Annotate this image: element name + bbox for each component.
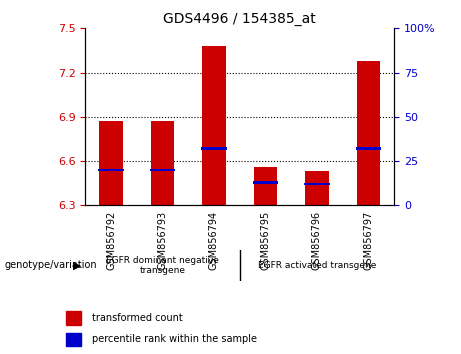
Bar	[100, 120, 123, 205]
Bar	[66, 312, 81, 325]
Text: GSM856796: GSM856796	[312, 211, 322, 270]
Text: EGFR activated transgene: EGFR activated transgene	[258, 261, 376, 270]
Title: GDS4496 / 154385_at: GDS4496 / 154385_at	[163, 12, 316, 26]
Bar	[150, 169, 175, 171]
Bar	[304, 183, 330, 185]
Text: percentile rank within the sample: percentile rank within the sample	[92, 335, 257, 344]
Bar	[202, 46, 225, 205]
Bar	[253, 181, 278, 184]
Text: GSM856792: GSM856792	[106, 211, 116, 270]
Text: GSM856795: GSM856795	[260, 211, 271, 270]
Bar	[305, 171, 329, 205]
Bar	[356, 147, 381, 150]
Bar	[357, 61, 380, 205]
Text: transformed count: transformed count	[92, 313, 183, 323]
Text: GSM856797: GSM856797	[363, 211, 373, 270]
Text: ▶: ▶	[73, 261, 82, 270]
Text: genotype/variation: genotype/variation	[5, 261, 97, 270]
Text: GSM856794: GSM856794	[209, 211, 219, 270]
Bar	[254, 167, 277, 205]
Bar	[151, 120, 174, 205]
Bar	[98, 169, 124, 171]
Text: EGFR dominant negative
transgene: EGFR dominant negative transgene	[106, 256, 219, 275]
Bar	[66, 333, 81, 346]
Text: GSM856793: GSM856793	[158, 211, 167, 270]
Bar	[201, 147, 227, 150]
